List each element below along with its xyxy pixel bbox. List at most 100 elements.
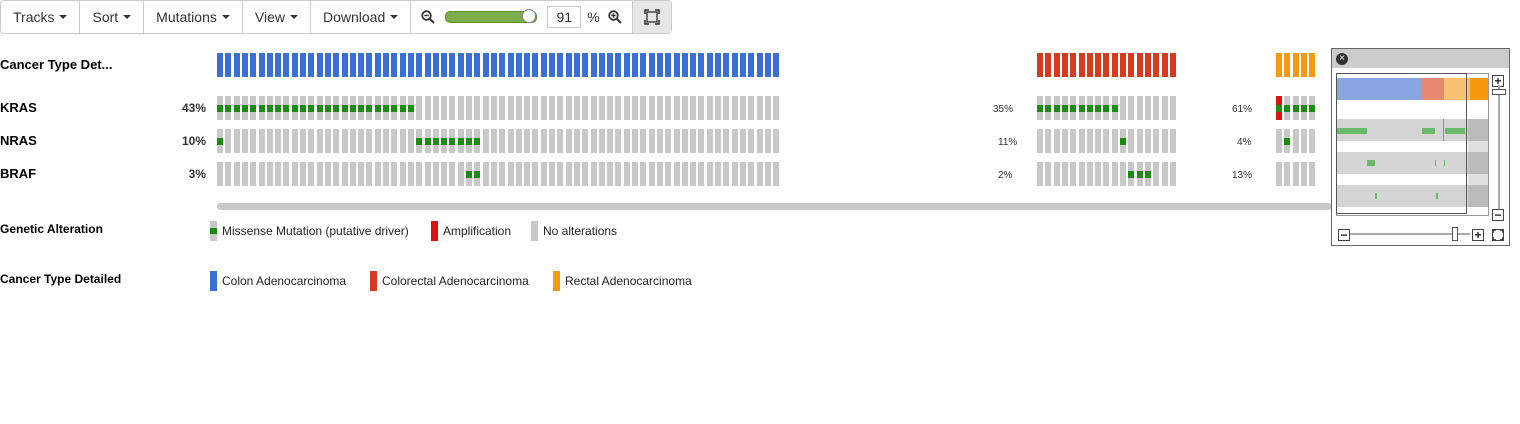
minimap-header[interactable]: × [1332, 49, 1509, 68]
kras-cell[interactable] [457, 96, 464, 120]
kras-cell[interactable] [773, 96, 780, 120]
nras-cell[interactable] [715, 129, 721, 153]
nras-missense-mark[interactable] [416, 138, 423, 145]
kras-missense-mark[interactable] [275, 105, 282, 112]
kras-missense-mark[interactable] [1078, 105, 1085, 112]
braf-cell[interactable] [266, 162, 273, 186]
kras-cell[interactable] [764, 96, 771, 120]
cancer-type-cell[interactable] [573, 53, 580, 77]
braf-cell[interactable] [773, 162, 780, 186]
nras-cell[interactable] [532, 129, 539, 153]
nras-cell[interactable] [1169, 129, 1176, 153]
braf-cell[interactable] [1103, 162, 1110, 186]
braf-cell[interactable] [615, 162, 622, 186]
cancer-type-cell[interactable] [540, 53, 547, 77]
cancer-type-cell[interactable] [507, 53, 514, 77]
nras-cell[interactable] [399, 129, 406, 153]
cancer-type-cell[interactable] [466, 53, 472, 77]
cancer-type-cell[interactable] [1103, 53, 1110, 77]
nras-cell[interactable] [615, 129, 622, 153]
nras-cell[interactable] [1153, 129, 1160, 153]
nras-cell[interactable] [316, 129, 323, 153]
download-dropdown-button[interactable]: Download [311, 1, 412, 33]
braf-cell[interactable] [565, 162, 572, 186]
kras-cell[interactable] [1161, 96, 1168, 120]
braf-cell[interactable] [432, 162, 439, 186]
track-label-nras[interactable]: NRAS [0, 133, 37, 148]
kras-cell[interactable] [424, 96, 431, 120]
nras-cell[interactable] [515, 129, 522, 153]
cancer-type-cell[interactable] [598, 53, 605, 77]
kras-missense-mark[interactable] [1309, 105, 1316, 112]
nras-cell[interactable] [524, 129, 531, 153]
nras-cell[interactable] [1061, 129, 1068, 153]
minimap-zoom-out-vertical-button[interactable]: − [1492, 209, 1504, 221]
kras-cell[interactable] [739, 96, 746, 120]
cancer-type-cell[interactable] [756, 53, 763, 77]
braf-cell[interactable] [225, 162, 232, 186]
kras-missense-mark[interactable] [1061, 105, 1068, 112]
cancer-type-cell[interactable] [557, 53, 564, 77]
nras-cell[interactable] [1103, 129, 1110, 153]
cancer-type-cell[interactable] [615, 53, 622, 77]
nras-cell[interactable] [665, 129, 672, 153]
nras-cell[interactable] [632, 129, 638, 153]
kras-missense-mark[interactable] [1070, 105, 1077, 112]
minimap-fit-button[interactable] [1492, 229, 1504, 241]
braf-cell[interactable] [1153, 162, 1160, 186]
nras-missense-mark[interactable] [217, 138, 223, 145]
cancer-type-cell[interactable] [474, 53, 481, 77]
nras-missense-mark[interactable] [474, 138, 481, 145]
braf-cell[interactable] [1292, 162, 1299, 186]
kras-missense-mark[interactable] [341, 105, 348, 112]
cancer-type-cell[interactable] [764, 53, 771, 77]
kras-missense-mark[interactable] [407, 105, 414, 112]
braf-cell[interactable] [499, 162, 506, 186]
kras-cell[interactable] [723, 96, 730, 120]
nras-cell[interactable] [549, 129, 555, 153]
braf-cell[interactable] [524, 162, 531, 186]
nras-cell[interactable] [690, 129, 697, 153]
nras-cell[interactable] [640, 129, 647, 153]
braf-cell[interactable] [665, 162, 672, 186]
cancer-type-cell[interactable] [424, 53, 431, 77]
nras-cell[interactable] [557, 129, 564, 153]
nras-cell[interactable] [540, 129, 547, 153]
kras-cell[interactable] [706, 96, 713, 120]
kras-cell[interactable] [449, 96, 456, 120]
braf-cell[interactable] [250, 162, 257, 186]
cancer-type-cell[interactable] [432, 53, 439, 77]
nras-cell[interactable] [764, 129, 771, 153]
braf-cell[interactable] [1045, 162, 1052, 186]
kras-cell[interactable] [1144, 96, 1151, 120]
nras-cell[interactable] [698, 129, 705, 153]
nras-cell[interactable] [1037, 129, 1043, 153]
cancer-type-cell[interactable] [632, 53, 638, 77]
braf-cell[interactable] [590, 162, 597, 186]
braf-cell[interactable] [391, 162, 398, 186]
cancer-type-cell[interactable] [681, 53, 688, 77]
kras-cell[interactable] [532, 96, 539, 120]
cancer-type-cell[interactable] [233, 53, 240, 77]
nras-cell[interactable] [673, 129, 680, 153]
cancer-type-cell[interactable] [358, 53, 365, 77]
braf-cell[interactable] [383, 162, 389, 186]
braf-cell[interactable] [656, 162, 663, 186]
cancer-type-cell[interactable] [673, 53, 680, 77]
cancer-type-cell[interactable] [374, 53, 381, 77]
kras-missense-mark[interactable] [291, 105, 298, 112]
nras-cell[interactable] [706, 129, 713, 153]
braf-cell[interactable] [341, 162, 348, 186]
braf-cell[interactable] [715, 162, 721, 186]
braf-cell[interactable] [764, 162, 771, 186]
kras-missense-mark[interactable] [300, 105, 306, 112]
cancer-type-cell[interactable] [250, 53, 257, 77]
cancer-type-cell[interactable] [1136, 53, 1143, 77]
cancer-type-cell[interactable] [324, 53, 331, 77]
nras-cell[interactable] [590, 129, 597, 153]
braf-cell[interactable] [358, 162, 365, 186]
minimap-viewport[interactable] [1336, 73, 1467, 214]
cancer-type-cell[interactable] [457, 53, 464, 77]
kras-cell[interactable] [756, 96, 763, 120]
braf-cell[interactable] [632, 162, 638, 186]
